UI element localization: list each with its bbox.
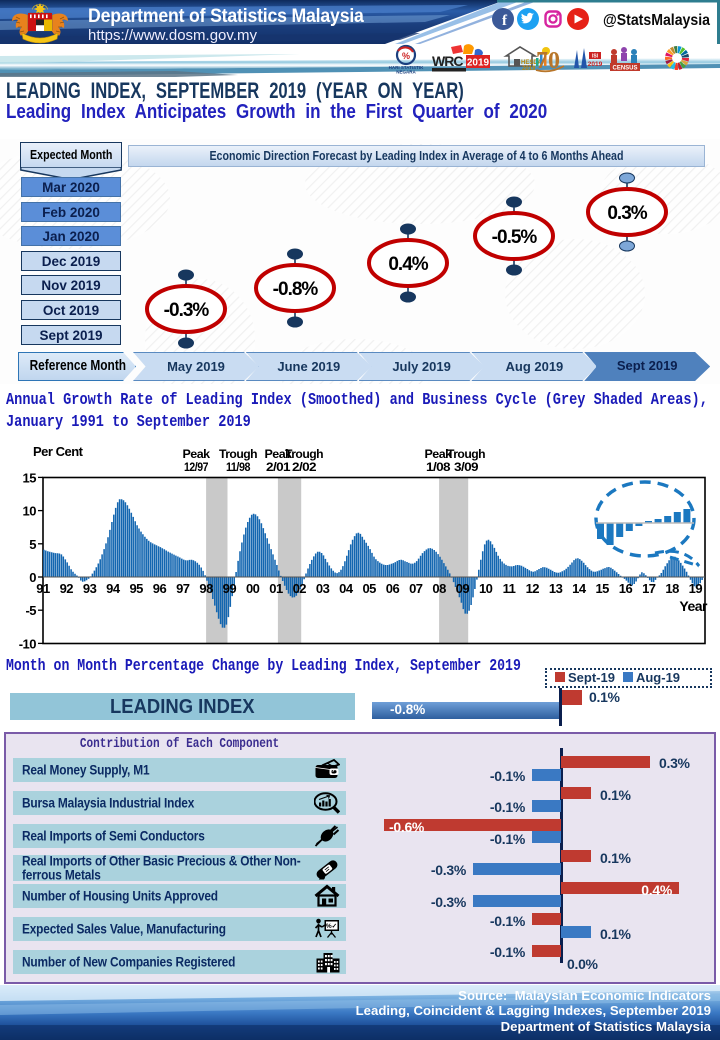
svg-text:0: 0 — [29, 570, 36, 585]
svg-text:1/08: 1/08 — [426, 462, 451, 474]
svg-text:Year: Year — [679, 598, 708, 614]
svg-text:2/02: 2/02 — [292, 462, 316, 474]
svg-text:11/98: 11/98 — [226, 462, 251, 474]
svg-text:HARI STATISTIK: HARI STATISTIK — [389, 65, 425, 70]
svg-text:0.4%: 0.4% — [388, 254, 428, 275]
svg-text:00: 00 — [246, 581, 260, 596]
svg-text:-0.8%: -0.8% — [273, 279, 319, 300]
svg-text:-10: -10 — [19, 636, 37, 651]
svg-text:NEGARA: NEGARA — [396, 70, 416, 75]
svg-text:0.3%: 0.3% — [607, 203, 647, 224]
svg-text:94: 94 — [106, 581, 121, 596]
svg-text:06: 06 — [386, 581, 400, 596]
svg-text:92: 92 — [60, 581, 74, 596]
svg-text:11: 11 — [503, 581, 516, 596]
svg-text:04: 04 — [339, 581, 354, 596]
svg-text:03: 03 — [316, 581, 330, 596]
svg-text:95: 95 — [129, 581, 143, 596]
svg-text:01: 01 — [269, 581, 283, 596]
svg-text:5: 5 — [29, 537, 36, 552]
svg-text:15: 15 — [23, 470, 37, 485]
svg-text:2/01: 2/01 — [266, 462, 291, 474]
svg-text:Trough: Trough — [447, 449, 485, 461]
svg-text:Trough: Trough — [219, 449, 257, 461]
svg-text:10: 10 — [23, 504, 37, 519]
svg-text:CENSUS: CENSUS — [612, 66, 637, 72]
svg-text:10: 10 — [479, 581, 493, 596]
svg-text:09: 09 — [456, 581, 470, 596]
svg-text:93: 93 — [83, 581, 97, 596]
svg-text:12: 12 — [526, 581, 540, 596]
svg-text:08: 08 — [432, 581, 446, 596]
svg-text:2019: 2019 — [522, 66, 536, 72]
svg-text:WRC: WRC — [432, 53, 463, 69]
svg-text:@StatsMalaysia: @StatsMalaysia — [603, 12, 710, 29]
svg-text:13: 13 — [549, 581, 563, 596]
svg-text:97: 97 — [176, 581, 190, 596]
svg-text:14: 14 — [572, 581, 587, 596]
svg-text:Peak: Peak — [425, 449, 453, 461]
svg-text:Peak: Peak — [183, 449, 211, 461]
svg-text:05: 05 — [362, 581, 376, 596]
svg-text:99: 99 — [223, 581, 237, 596]
svg-text:98: 98 — [199, 581, 213, 596]
svg-text:3/09: 3/09 — [454, 462, 478, 474]
svg-text:96: 96 — [153, 581, 167, 596]
svg-text:07: 07 — [409, 581, 423, 596]
svg-text:f: f — [502, 13, 508, 29]
svg-text:%✓: %✓ — [326, 923, 337, 930]
svg-text:Trough: Trough — [285, 449, 323, 461]
svg-text:Peak: Peak — [265, 449, 293, 461]
svg-text:19: 19 — [689, 581, 703, 596]
svg-text:ISI: ISI — [592, 54, 599, 60]
svg-text:18: 18 — [665, 581, 679, 596]
svg-text:2019: 2019 — [588, 61, 603, 68]
svg-text:%: % — [402, 51, 410, 61]
svg-text:15: 15 — [595, 581, 609, 596]
svg-text:2019: 2019 — [467, 58, 490, 69]
svg-text:Per Cent: Per Cent — [33, 444, 84, 459]
svg-text:-0.3%: -0.3% — [164, 300, 210, 321]
svg-text:HESDA: HESDA — [521, 60, 543, 66]
svg-text:12/97: 12/97 — [184, 462, 208, 474]
svg-text:-5: -5 — [25, 603, 36, 618]
svg-text:-0.5%: -0.5% — [492, 227, 538, 248]
svg-text:17: 17 — [642, 581, 656, 596]
svg-text:16: 16 — [619, 581, 633, 596]
svg-text:91: 91 — [36, 581, 50, 596]
svg-text:02: 02 — [293, 581, 307, 596]
